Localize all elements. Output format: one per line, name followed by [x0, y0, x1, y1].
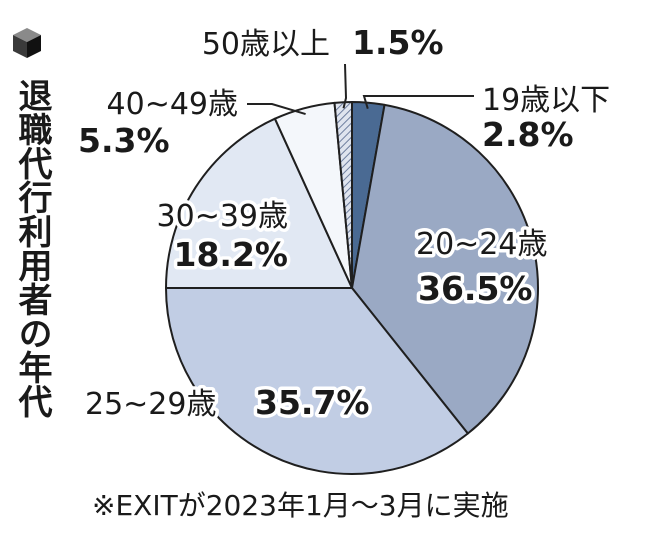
pie-slice-25-29 — [165, 287, 469, 475]
pie-slice-50-and-over — [333, 101, 353, 289]
leader-line-19-and-under — [362, 95, 474, 109]
value-label-20-24: 36.5% — [418, 269, 533, 308]
leader-line-40-49 — [247, 103, 306, 116]
value-label-25-29: 35.7% — [255, 383, 370, 422]
pie-slice-20-24 — [351, 103, 539, 435]
value-label-30-39: 18.2% — [174, 235, 289, 274]
source-note: ※EXITが2023年1月～3月に実施 — [92, 489, 509, 522]
chart-title: 退職代行利用者の年代 — [12, 78, 52, 418]
value-label-40-49: 5.3% — [78, 121, 170, 160]
leader-line-50-and-over — [342, 63, 348, 109]
category-label-40-49: 40~49歳 — [107, 87, 238, 122]
cube-icon — [13, 28, 41, 58]
category-label-50-and-over: 50歳以上 — [202, 27, 330, 62]
value-label-50-and-over: 1.5% — [352, 23, 444, 62]
category-label-19-and-under: 19歳以下 — [482, 83, 610, 118]
category-label-20-24: 20~24歳 — [416, 227, 547, 262]
category-label-30-39: 30~39歳 — [157, 199, 288, 234]
pie-slice-30-39 — [165, 117, 353, 289]
value-label-19-and-under: 2.8% — [482, 115, 574, 154]
category-label-25-29: 25~29歳 — [85, 387, 216, 422]
